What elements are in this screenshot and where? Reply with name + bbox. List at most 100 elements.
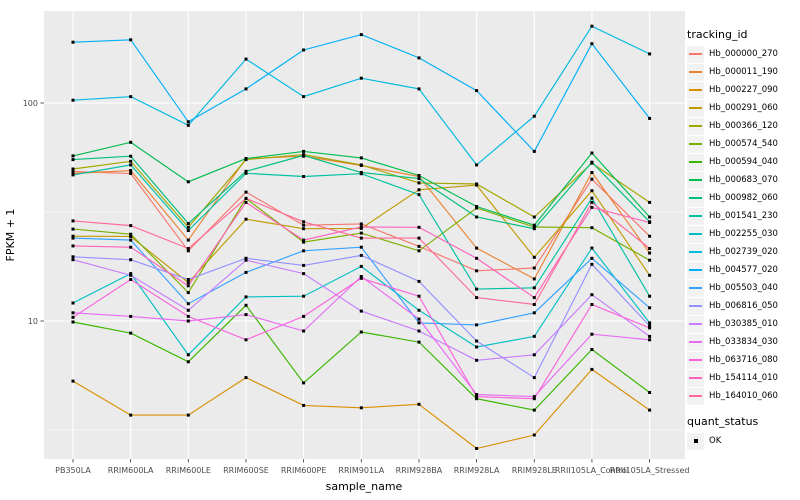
data-point <box>532 395 536 399</box>
data-point <box>417 174 421 177</box>
data-point <box>186 308 190 312</box>
data-point <box>71 311 75 315</box>
black-square-icon <box>693 439 698 443</box>
data-point <box>475 397 479 401</box>
data-point <box>302 149 306 153</box>
data-point <box>532 149 536 153</box>
color-line-icon <box>689 179 702 181</box>
data-point <box>417 340 421 344</box>
legend-title-tracking-id: tracking_id <box>687 28 748 41</box>
data-point <box>186 222 190 225</box>
data-point <box>532 296 536 300</box>
series-color-key <box>687 351 704 369</box>
legend-item-Hb_000000_270: Hb_000000_270 <box>687 45 799 63</box>
data-point <box>302 223 306 227</box>
data-point <box>71 258 75 262</box>
data-point <box>475 447 479 450</box>
legend-quant-status: quant_status OK <box>687 415 799 450</box>
legend-item-label: Hb_005503_040 <box>709 283 778 293</box>
data-point <box>648 215 652 219</box>
data-point <box>71 320 75 324</box>
data-point <box>590 42 594 46</box>
color-line-icon <box>689 143 702 145</box>
data-point <box>359 225 363 229</box>
data-point <box>475 395 479 399</box>
legend-item-Hb_005503_040: Hb_005503_040 <box>687 279 799 297</box>
series-color-key <box>687 369 704 387</box>
legend-item-label: Hb_000982_060 <box>709 193 778 203</box>
data-point <box>359 276 363 280</box>
data-point <box>475 182 479 186</box>
data-point <box>129 38 133 42</box>
data-point <box>302 238 306 242</box>
data-point <box>648 326 652 330</box>
data-point <box>186 249 190 253</box>
data-point <box>532 334 536 338</box>
data-point <box>244 313 248 317</box>
color-line-icon <box>689 71 702 73</box>
data-point <box>359 222 363 226</box>
data-point <box>417 317 421 321</box>
data-point <box>417 193 421 197</box>
data-point <box>417 279 421 283</box>
data-point <box>302 314 306 318</box>
data-point <box>244 171 248 175</box>
data-point <box>590 303 594 306</box>
series-color-key <box>687 153 704 171</box>
data-point <box>244 258 248 262</box>
data-point <box>186 291 190 295</box>
series-color-key <box>687 207 704 225</box>
data-point <box>417 308 421 312</box>
data-point <box>590 226 594 230</box>
data-point <box>302 175 306 178</box>
legend-item-Hb_000574_540: Hb_000574_540 <box>687 135 799 153</box>
data-point <box>71 315 75 319</box>
data-point <box>302 263 306 267</box>
legend-item-Hb_001541_230: Hb_001541_230 <box>687 207 799 225</box>
data-point <box>186 353 190 357</box>
series-color-key <box>687 117 704 135</box>
data-point <box>590 189 594 193</box>
legend-item-label: Hb_002255_030 <box>709 229 778 239</box>
data-point <box>417 177 421 181</box>
legend-item-Hb_000227_090: Hb_000227_090 <box>687 81 799 99</box>
data-point <box>648 334 652 338</box>
data-point <box>129 95 133 99</box>
data-point <box>590 177 594 181</box>
data-point <box>302 240 306 244</box>
legend-item-Hb_154114_010: Hb_154114_010 <box>687 369 799 387</box>
data-point <box>244 200 248 204</box>
data-point <box>417 188 421 192</box>
legend-item-label: Hb_154114_010 <box>709 373 778 383</box>
data-point <box>475 339 479 343</box>
data-point <box>648 200 652 204</box>
series-color-key <box>687 189 704 207</box>
legend-item-Hb_004577_020: Hb_004577_020 <box>687 261 799 279</box>
data-point <box>359 330 363 334</box>
legend: tracking_id Hb_000000_270 Hb_000011_190 Hb… <box>687 28 799 450</box>
data-point <box>532 408 536 412</box>
x-tick-label: RRIM600LE <box>166 466 211 475</box>
data-point <box>244 196 248 200</box>
legend-item-label: Hb_000366_120 <box>709 121 778 131</box>
data-point <box>417 402 421 406</box>
x-tick-label: RRIM901LA <box>338 466 384 475</box>
data-point <box>186 360 190 364</box>
series-color-key <box>687 63 704 81</box>
data-point <box>186 247 190 250</box>
data-point <box>590 262 594 266</box>
series-color-key <box>687 171 704 189</box>
data-point <box>648 273 652 277</box>
data-point <box>475 89 479 93</box>
data-point <box>359 309 363 313</box>
data-point <box>475 296 479 300</box>
legend-item-label: Hb_000227_090 <box>709 85 778 95</box>
legend-item-Hb_000594_040: Hb_000594_040 <box>687 153 799 171</box>
data-point <box>648 321 652 325</box>
data-point <box>359 172 363 176</box>
y-tick-label: 10 <box>28 317 38 326</box>
x-tick-label: PB350LA <box>55 466 91 475</box>
data-point <box>129 331 133 335</box>
data-point <box>244 157 248 161</box>
